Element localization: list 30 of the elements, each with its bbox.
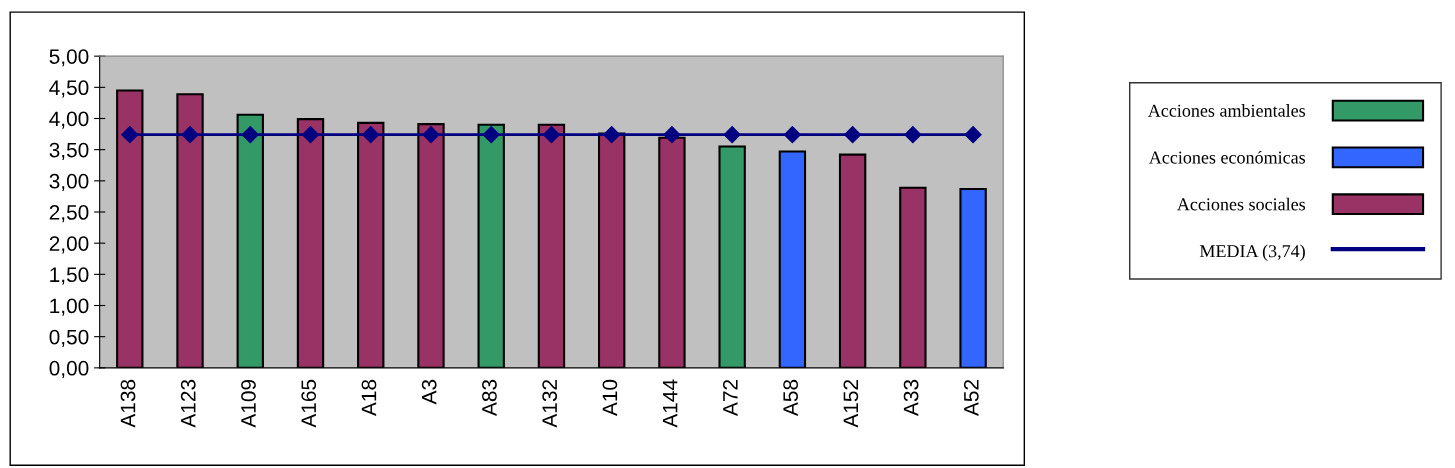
legend-label: Acciones ambientales [1147, 104, 1306, 117]
legend-label: Acciones económicas [1148, 150, 1306, 164]
x-tick-label: A109 [241, 379, 256, 428]
x-tick-label: A152 [843, 380, 859, 428]
x-tick-label: A123 [180, 379, 196, 428]
y-tick-label: 0,00 [49, 360, 89, 379]
y-tick-label: 1,50 [50, 267, 89, 285]
x-tick-label: A165 [301, 379, 317, 428]
x-tick-label: A3 [421, 379, 437, 405]
y-tick-label: 4,50 [49, 80, 89, 98]
legend-label: MEDIA (3,74) [1199, 244, 1305, 261]
x-tick-label: A83 [482, 379, 497, 416]
y-tick-label: 2,00 [49, 236, 89, 254]
y-tick-label: 0,50 [49, 329, 89, 347]
y-tick-label: 5,00 [49, 49, 89, 67]
x-tick-label: A132 [542, 380, 558, 428]
y-tick-label: 4,00 [49, 111, 89, 129]
x-tick-label: A10 [602, 379, 618, 416]
y-tick-label: 2,50 [49, 205, 89, 223]
x-tick-label: A72 [723, 380, 738, 416]
x-tick-label: A138 [120, 379, 136, 428]
y-tick-label: 1,00 [50, 298, 89, 316]
x-tick-label: A58 [783, 379, 798, 416]
x-tick-label: A144 [662, 379, 678, 428]
y-tick-label: 3,00 [49, 173, 89, 192]
legend-label: Acciones sociales [1177, 197, 1306, 211]
x-tick-label: A52 [963, 380, 979, 416]
x-tick-label: A33 [903, 379, 919, 416]
x-tick-label: A18 [361, 379, 377, 416]
y-tick-label: 3,50 [49, 142, 89, 160]
